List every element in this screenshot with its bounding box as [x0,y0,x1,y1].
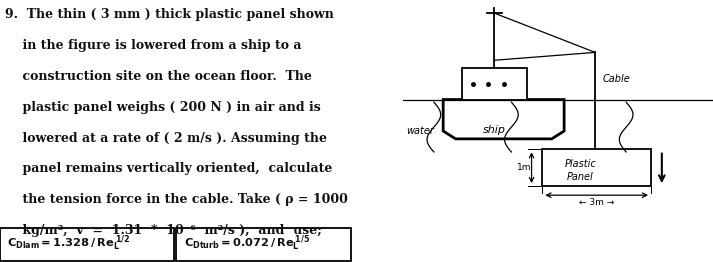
Text: kg/m³,  v  =  1.31  *  10⁻⁶  m²/s ),  and  use;: kg/m³, v = 1.31 * 10⁻⁶ m²/s ), and use; [5,224,322,237]
Text: ← 3m →: ← 3m → [579,198,615,207]
Text: 1m: 1m [516,163,531,172]
Text: $\mathbf{C_{Dlam} = 1.328\,/\,Re_L^{\;1/2}}$: $\mathbf{C_{Dlam} = 1.328\,/\,Re_L^{\;1/… [7,234,130,254]
Text: water: water [406,126,434,136]
FancyBboxPatch shape [462,68,527,100]
Text: $\mathbf{C_{Dturb} = 0.072\,/\,Re_L^{\;1/5}}$: $\mathbf{C_{Dturb} = 0.072\,/\,Re_L^{\;1… [184,234,310,254]
Text: plastic panel weighs ( 200 N ) in air and is: plastic panel weighs ( 200 N ) in air an… [5,101,321,114]
Text: Plastic: Plastic [565,159,596,169]
Text: construction site on the ocean floor.  The: construction site on the ocean floor. Th… [5,70,312,83]
Polygon shape [443,100,564,139]
Text: ship: ship [483,125,506,135]
FancyBboxPatch shape [543,149,651,186]
Text: the tension force in the cable. Take ( ρ = 1000: the tension force in the cable. Take ( ρ… [5,193,348,206]
Text: lowered at a rate of ( 2 m/s ). Assuming the: lowered at a rate of ( 2 m/s ). Assuming… [5,132,327,145]
Text: in the figure is lowered from a ship to a: in the figure is lowered from a ship to … [5,39,302,52]
Text: Cable: Cable [603,74,630,84]
Text: Panel: Panel [567,172,594,182]
FancyBboxPatch shape [0,228,174,261]
FancyBboxPatch shape [176,228,351,261]
Text: panel remains vertically oriented,  calculate: panel remains vertically oriented, calcu… [5,162,332,176]
Text: 9.  The thin ( 3 mm ) thick plastic panel shown: 9. The thin ( 3 mm ) thick plastic panel… [5,8,334,21]
